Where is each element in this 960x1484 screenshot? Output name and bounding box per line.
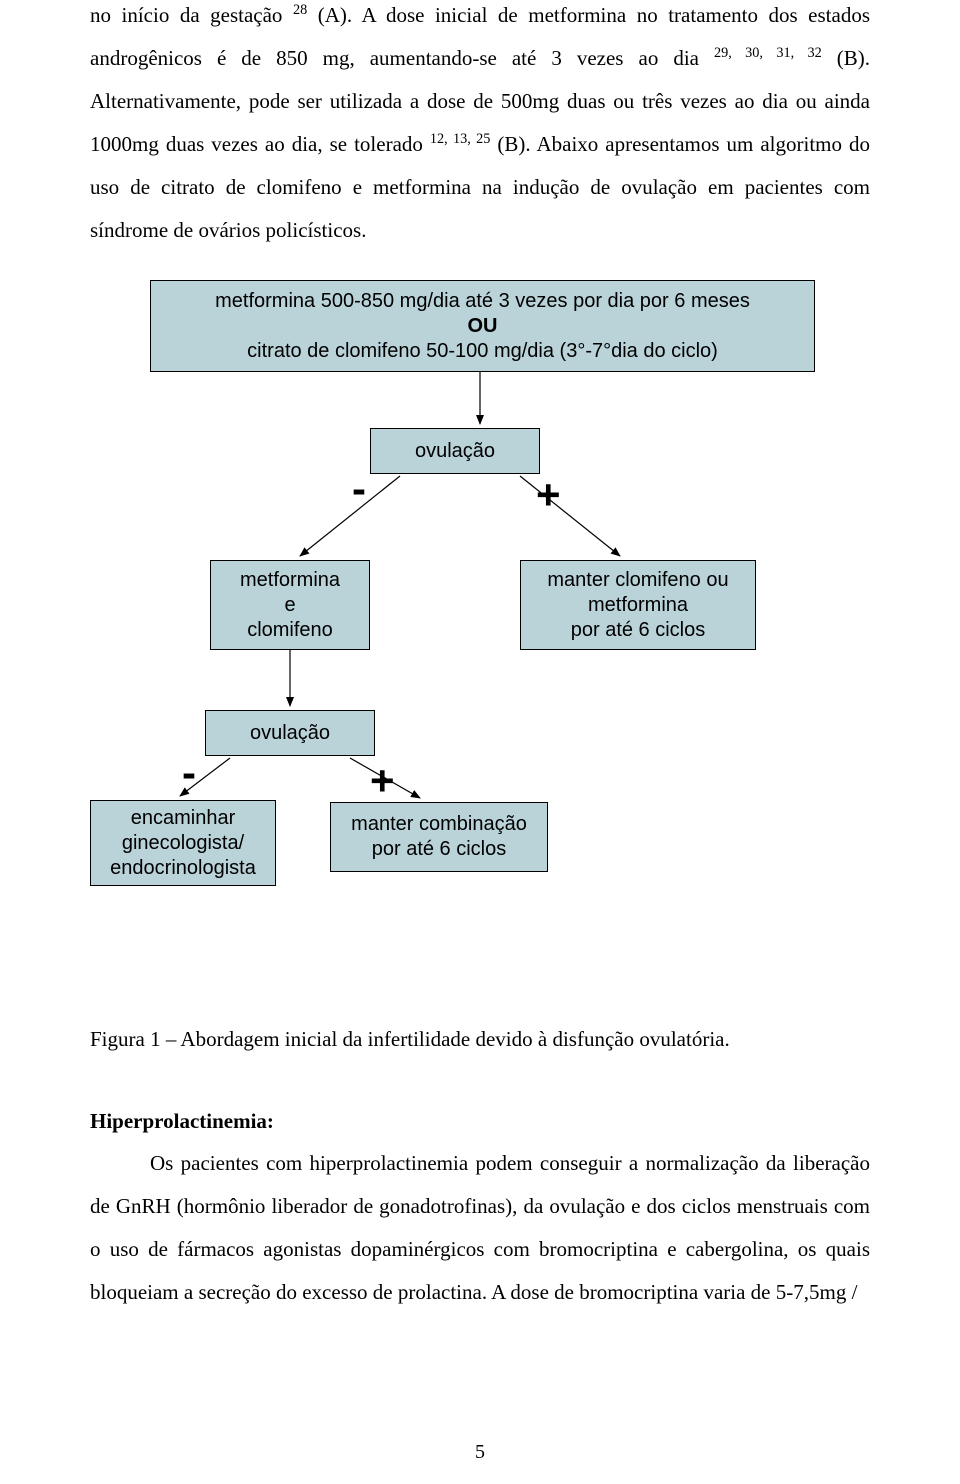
- flowchart-node-enc: encaminharginecologista/endocrinologista: [90, 800, 276, 886]
- paragraph-hiperprolactinemia: Os pacientes com hiperprolactinemia pode…: [90, 1142, 870, 1314]
- flowchart-arrow-1: [300, 476, 400, 556]
- flowchart-node-start: metformina 500-850 mg/dia até 3 vezes po…: [150, 280, 815, 372]
- flowchart-sign-plus1: +: [536, 474, 561, 516]
- paragraph-intro: no início da gestação 28 (A). A dose ini…: [90, 0, 870, 252]
- flowchart-node-manter1: manter clomifeno oumetforminapor até 6 c…: [520, 560, 756, 650]
- figure-caption: Figura 1 – Abordagem inicial da infertil…: [90, 1018, 870, 1060]
- flowchart-arrow-2: [520, 476, 620, 556]
- flowchart-sign-minus1: -: [352, 468, 366, 510]
- flowchart-node-manter2: manter combinaçãopor até 6 ciclos: [330, 802, 548, 872]
- flowchart-node-ovul1: ovulação: [370, 428, 540, 474]
- section-heading-hiperprolactinemia: Hiperprolactinemia:: [90, 1100, 870, 1142]
- flowchart-node-ovul2: ovulação: [205, 710, 375, 756]
- page-number: 5: [0, 1441, 960, 1464]
- flowchart-sign-plus2: +: [370, 760, 395, 802]
- page: no início da gestação 28 (A). A dose ini…: [0, 0, 960, 1478]
- flowchart-node-metclo: metforminaeclomifeno: [210, 560, 370, 650]
- flowchart-sign-minus2: -: [182, 752, 196, 794]
- flowchart: metformina 500-850 mg/dia até 3 vezes po…: [90, 280, 870, 990]
